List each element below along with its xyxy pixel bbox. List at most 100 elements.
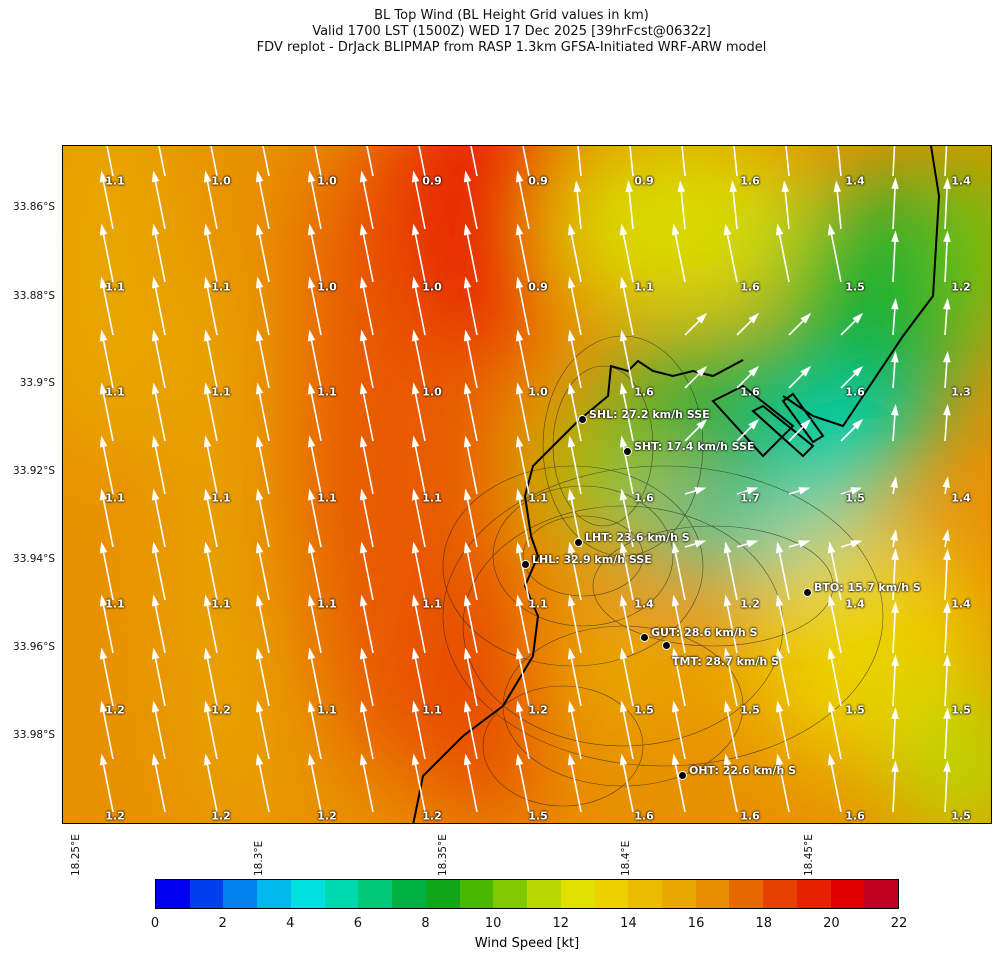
bl-height-value: 1.1	[105, 385, 125, 399]
station-marker[interactable]	[662, 641, 671, 650]
wind-arrow	[361, 226, 374, 283]
station-label: TMT: 28.7 km/h S	[672, 655, 779, 668]
terrain-contour	[522, 515, 644, 597]
wind-arrow	[465, 385, 478, 442]
wind-arrow	[101, 173, 114, 230]
wind-arrow-head	[411, 488, 420, 501]
wind-arrow	[517, 279, 530, 336]
wind-arrow-head	[99, 382, 108, 395]
wind-arrow-head	[99, 647, 108, 660]
wind-arrow-head	[307, 700, 316, 713]
station-label: BTO: 15.7 km/h S	[814, 581, 921, 594]
wind-arrow	[944, 763, 949, 813]
wind-arrow	[621, 279, 634, 336]
bl-height-value: 1.1	[211, 597, 231, 611]
wind-arrow	[153, 650, 166, 707]
wind-arrow	[777, 756, 790, 813]
colorbar-bin	[729, 880, 764, 908]
title-line-2: Valid 1700 LST (1500Z) WED 17 Dec 2025 […	[312, 24, 711, 39]
wind-arrow	[257, 756, 270, 813]
station-marker[interactable]	[578, 415, 587, 424]
wind-arrow-head	[619, 700, 628, 713]
wind-arrow	[892, 657, 897, 707]
wind-arrow	[309, 385, 322, 442]
wind-arrow	[517, 226, 530, 283]
bl-height-value: 1.1	[105, 280, 125, 294]
bl-height-value: 1.6	[634, 491, 654, 505]
station-label: SHL: 27.2 km/h SSE	[589, 408, 710, 421]
wind-arrow-head	[943, 177, 951, 190]
colorbar-tick: 16	[687, 916, 705, 931]
wind-arrow	[153, 597, 166, 654]
wind-arrow-head	[99, 753, 108, 766]
lat-label: 33.92°S	[13, 465, 55, 477]
wind-arrow	[569, 756, 582, 813]
wind-arrow-head	[746, 540, 759, 548]
wind-arrow-head	[255, 382, 264, 395]
wind-arrow	[309, 279, 322, 336]
wind-arrow	[777, 226, 790, 283]
wind-arrow-head	[827, 223, 836, 236]
coastline-east	[782, 146, 941, 428]
wind-arrow-head	[891, 350, 899, 363]
station-marker[interactable]	[640, 633, 649, 642]
wind-arrow	[944, 604, 949, 654]
wind-arrow	[309, 226, 322, 283]
wind-arrow-head	[151, 170, 160, 183]
wind-arrow-head	[99, 170, 108, 183]
station-marker[interactable]	[803, 588, 812, 597]
wind-arrow	[725, 650, 738, 707]
wind-arrow	[101, 226, 114, 283]
wind-arrow-head	[775, 647, 784, 660]
wind-arrow	[158, 146, 166, 177]
bl-height-value: 1.5	[740, 703, 760, 717]
station-marker[interactable]	[521, 560, 530, 569]
bl-height-value: 1.4	[845, 174, 865, 188]
colorbar-bin	[156, 880, 190, 908]
station-marker[interactable]	[623, 447, 632, 456]
wind-arrow	[621, 544, 634, 601]
wind-arrow-head	[151, 594, 160, 607]
wind-arrow	[309, 438, 322, 495]
wind-arrow-head	[827, 753, 836, 766]
bl-height-value: 1.2	[317, 809, 337, 823]
bl-height-value: 1.0	[317, 174, 337, 188]
wind-arrow-head	[359, 435, 368, 448]
wind-arrow	[205, 703, 218, 760]
wind-arrow-head	[359, 382, 368, 395]
lat-label: 33.9°S	[19, 377, 55, 389]
station-marker[interactable]	[678, 771, 687, 780]
wind-arrow-head	[307, 647, 316, 660]
wind-arrow-head	[411, 435, 420, 448]
wind-arrow	[517, 438, 530, 495]
wind-arrow	[621, 491, 634, 548]
wind-arrow-head	[515, 382, 524, 395]
wind-arrow	[465, 332, 478, 389]
wind-arrow-head	[151, 541, 160, 554]
wind-arrow	[725, 226, 738, 283]
wind-arrow-head	[411, 170, 420, 183]
station-marker[interactable]	[574, 538, 583, 547]
colorbar-bin	[493, 880, 528, 908]
bl-height-value: 1.1	[105, 597, 125, 611]
wind-arrow	[257, 650, 270, 707]
wind-arrow-head	[255, 700, 264, 713]
wind-arrow	[361, 544, 374, 601]
wind-arrow	[725, 756, 738, 813]
wind-arrow	[309, 544, 322, 601]
colorbar-bin	[763, 880, 797, 908]
wind-arrow	[106, 146, 114, 177]
wind-arrow-head	[748, 312, 760, 324]
bl-height-value: 1.6	[845, 809, 865, 823]
wind-arrow	[829, 650, 842, 707]
wind-arrow-head	[781, 180, 790, 193]
wind-arrow-head	[567, 223, 576, 236]
station-label: GUT: 28.6 km/h S	[651, 626, 758, 639]
wind-arrow-head	[411, 753, 420, 766]
wind-arrow	[569, 703, 582, 760]
bl-height-value: 1.2	[951, 280, 971, 294]
wind-arrow	[309, 491, 322, 548]
wind-arrow-head	[850, 540, 863, 548]
wind-arrow	[361, 756, 374, 813]
wind-map[interactable]: 1.1 1.0 1.0 0.9 0.9 0.9 1.6 1.4 1.4 1.1 1.1 1.0 1.0 0…	[62, 145, 992, 824]
